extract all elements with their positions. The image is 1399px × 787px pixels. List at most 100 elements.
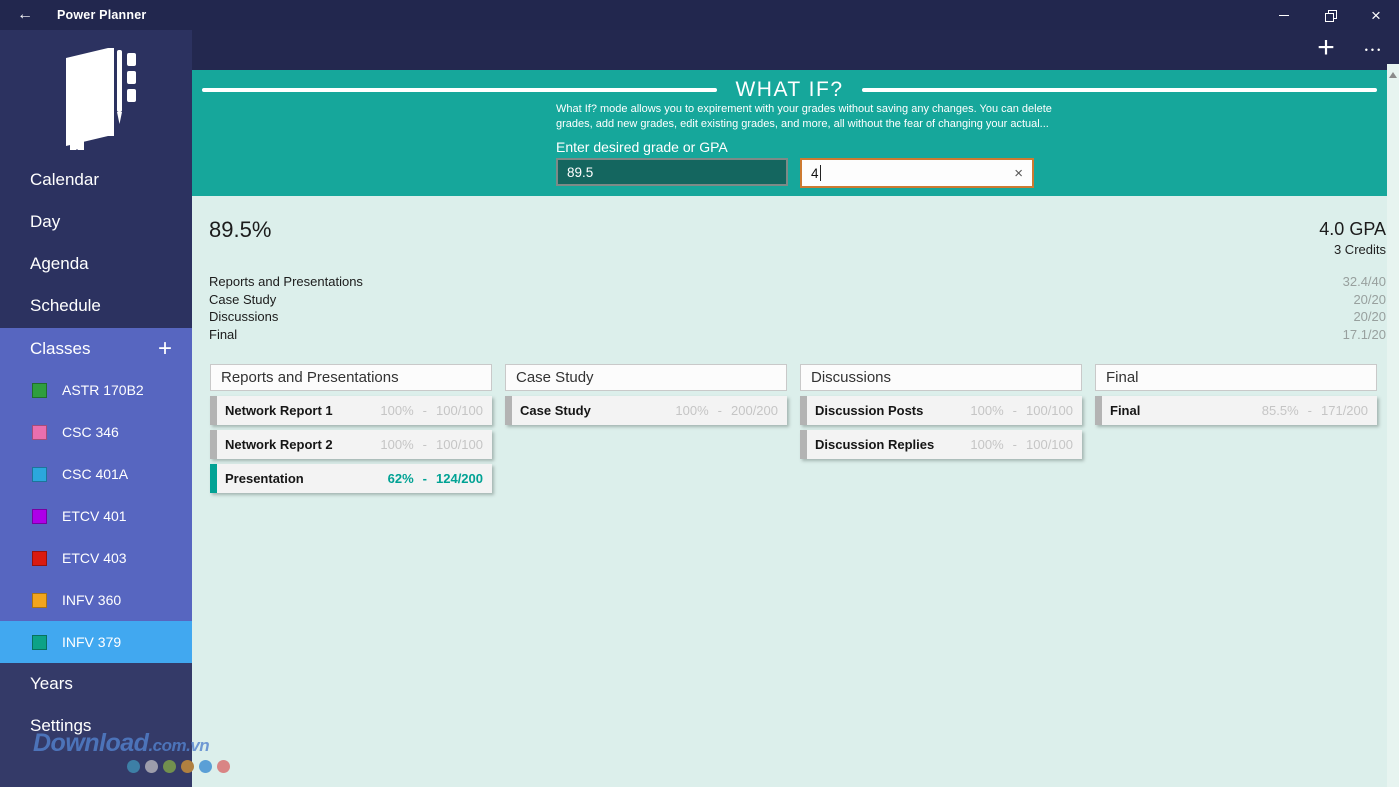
credits-value: 3 Credits [1333, 242, 1386, 257]
sidebar-item-class[interactable]: ETCV 403 [0, 537, 192, 579]
clear-icon: × [1014, 164, 1023, 182]
category-score: 17.1/20 [1342, 326, 1386, 342]
sidebar-item-class[interactable]: CSC 346 [0, 411, 192, 453]
class-label: ETCV 403 [62, 550, 127, 566]
sidebar-item-class[interactable]: CSC 401A [0, 453, 192, 495]
minimize-button[interactable] [1261, 0, 1307, 30]
back-arrow-icon: ← [17, 6, 33, 23]
grade-item-strip [800, 430, 807, 459]
grade-item-values: 100% -100/100 [380, 437, 483, 452]
grade-item-strip [505, 396, 512, 425]
grade-item-values: 100% -200/200 [675, 403, 778, 418]
category-name: Reports and Presentations [209, 274, 363, 289]
class-label: CSC 401A [62, 466, 129, 482]
watermark-dot [217, 760, 230, 773]
class-color-swatch [32, 634, 47, 650]
grade-item-name: Presentation [225, 471, 304, 486]
grade-category-card: Case Study Case Study 100% -200/200 [505, 364, 787, 498]
titlebar: ← Power Planner × [0, 0, 1399, 30]
app-title: Power Planner [57, 8, 147, 22]
minimize-icon [1279, 14, 1289, 16]
class-label: INFV 379 [62, 634, 122, 650]
grade-category-card: Final Final 85.5% -171/200 [1095, 364, 1377, 498]
grade-item-values: 85.5% -171/200 [1261, 403, 1368, 418]
grade-item-values: 62% -124/200 [387, 471, 483, 486]
desired-grade-input[interactable]: 89.5 [556, 158, 788, 186]
grade-item[interactable]: Final 85.5% -171/200 [1095, 396, 1377, 425]
category-name: Case Study [209, 291, 277, 307]
power-planner-logo-icon [66, 48, 136, 150]
plus-icon: + [157, 335, 172, 362]
desired-gpa-value: 4 [811, 165, 819, 181]
grade-item-values: 100% -100/100 [970, 437, 1073, 452]
sidebar-item-class[interactable]: ASTR 170B2 [0, 369, 192, 411]
grade-category-header: Final [1095, 364, 1377, 391]
grade-item-what-if[interactable]: Presentation 62% -124/200 [210, 464, 492, 493]
grade-item[interactable]: Network Report 1 100% -100/100 [210, 396, 492, 425]
grade-item-strip [800, 396, 807, 425]
grade-item-name: Case Study [520, 403, 591, 418]
category-name: Final [209, 326, 238, 342]
class-label: ETCV 401 [62, 508, 127, 524]
class-color-swatch [32, 508, 47, 524]
class-color-swatch [32, 382, 47, 398]
class-color-swatch [32, 592, 47, 608]
class-color-swatch [32, 466, 47, 482]
desired-gpa-input[interactable]: 4 × [800, 158, 1034, 188]
watermark-dot [199, 760, 212, 773]
ellipsis-icon: ••• [1364, 45, 1384, 55]
add-grade-button[interactable]: + [1305, 30, 1347, 70]
grade-item-strip [210, 464, 217, 493]
close-button[interactable]: × [1353, 0, 1399, 30]
back-button[interactable]: ← [8, 0, 42, 30]
class-label: ASTR 170B2 [62, 382, 144, 398]
sidebar-item-calendar[interactable]: Calendar [0, 159, 192, 201]
scroll-up-icon[interactable] [1389, 72, 1397, 78]
window-controls: × [1261, 0, 1399, 30]
sidebar-item-day[interactable]: Day [0, 201, 192, 243]
grade-item[interactable]: Discussion Replies 100% -100/100 [800, 430, 1082, 459]
desired-grade-value: 89.5 [567, 164, 594, 180]
nav-label: Settings [30, 716, 92, 735]
grade-item[interactable]: Case Study 100% -200/200 [505, 396, 787, 425]
sidebar-item-schedule[interactable]: Schedule [0, 285, 192, 327]
grade-item-name: Discussion Posts [815, 403, 924, 418]
clear-input-button[interactable]: × [1014, 166, 1023, 181]
category-name: Discussions [209, 309, 279, 325]
nav-label: Schedule [30, 296, 101, 315]
banner-description: What If? mode allows you to expirement w… [556, 103, 1052, 130]
sidebar-item-years[interactable]: Years [0, 663, 192, 705]
category-summary-scores: 32.4/40 20/20 20/20 17.1/20 [1343, 273, 1386, 343]
vertical-scrollbar[interactable] [1387, 64, 1399, 787]
grade-item-strip [1095, 396, 1102, 425]
class-label: CSC 346 [62, 424, 119, 440]
sidebar-item-agenda[interactable]: Agenda [0, 243, 192, 285]
grade-category-card: Discussions Discussion Posts 100% -100/10… [800, 364, 1082, 498]
category-score: 20/20 [1353, 309, 1386, 325]
add-class-button[interactable]: + [148, 328, 182, 370]
grade-item-values: 100% -100/100 [380, 403, 483, 418]
grade-item[interactable]: Network Report 2 100% -100/100 [210, 430, 492, 459]
more-options-button[interactable]: ••• [1353, 30, 1395, 70]
grade-item-values: 100% -100/100 [970, 403, 1073, 418]
grade-item-name: Network Report 1 [225, 403, 333, 418]
category-score: 32.4/40 [1342, 274, 1386, 289]
grade-item[interactable]: Discussion Posts 100% -100/100 [800, 396, 1082, 425]
sidebar-item-class[interactable]: ETCV 401 [0, 495, 192, 537]
restore-button[interactable] [1307, 0, 1353, 30]
class-color-swatch [32, 550, 47, 566]
sidebar-item-class[interactable]: INFV 360 [0, 579, 192, 621]
nav-label: Calendar [30, 170, 99, 189]
grade-input-label: Enter desired grade or GPA [556, 139, 728, 155]
banner-heading-row: WHAT IF? [192, 78, 1387, 102]
sidebar-item-classes[interactable]: Classes [0, 328, 192, 370]
sidebar-bottom-section [0, 663, 192, 787]
text-caret [819, 165, 821, 181]
category-summary-names: Reports and Presentations Case Study Dis… [209, 273, 363, 343]
grade-item-name: Discussion Replies [815, 437, 935, 452]
sidebar-item-class-selected[interactable]: INFV 379 [0, 621, 192, 663]
sidebar-item-settings[interactable]: Settings [0, 705, 192, 747]
inputs-row: 89.5 4 × [556, 158, 1034, 188]
nav-label: Classes [30, 339, 91, 358]
heading-rule-right [861, 88, 1377, 92]
